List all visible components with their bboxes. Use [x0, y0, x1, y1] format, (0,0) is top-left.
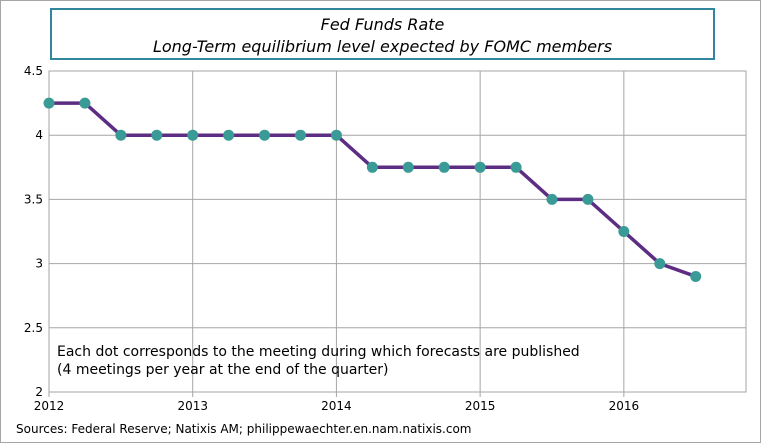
- chart-title: Fed Funds Rate: [320, 15, 445, 34]
- x-tick-label: 2012: [34, 399, 65, 413]
- data-point: [259, 129, 271, 141]
- x-tick-label: 2016: [609, 399, 640, 413]
- data-point: [187, 129, 199, 141]
- y-tick-label: 3.5: [24, 192, 43, 206]
- y-tick-label: 4.5: [24, 64, 43, 78]
- y-tick-label: 2.5: [24, 321, 43, 335]
- data-point: [294, 129, 306, 141]
- data-point: [546, 193, 558, 205]
- y-tick-label: 2: [35, 385, 43, 399]
- data-point: [43, 97, 55, 109]
- data-point: [438, 161, 450, 173]
- data-point: [330, 129, 342, 141]
- source-note: Sources: Federal Reserve; Natixis AM; ph…: [16, 422, 472, 436]
- data-point: [366, 161, 378, 173]
- data-point: [115, 129, 127, 141]
- chart-title-box: Fed Funds Rate Long-Term equilibrium lev…: [50, 8, 715, 60]
- x-tick-label: 2015: [465, 399, 496, 413]
- y-tick-label: 3: [35, 257, 43, 271]
- data-point: [79, 97, 91, 109]
- chart-annotation: Each dot corresponds to the meeting duri…: [57, 343, 580, 379]
- data-point: [151, 129, 163, 141]
- x-tick-label: 2013: [177, 399, 208, 413]
- plot-area-border: [48, 70, 747, 393]
- data-point: [510, 161, 522, 173]
- data-point: [402, 161, 414, 173]
- y-tick-label: 4: [35, 128, 43, 142]
- chart-subtitle: Long-Term equilibrium level expected by …: [152, 37, 613, 56]
- x-tick-label: 2014: [321, 399, 352, 413]
- data-point: [474, 161, 486, 173]
- data-point: [223, 129, 235, 141]
- series-line: [49, 101, 697, 279]
- annotation-line-2: (4 meetings per year at the end of the q…: [57, 362, 389, 378]
- data-point: [618, 226, 630, 237]
- data-point: [654, 258, 666, 270]
- data-point: [690, 270, 702, 282]
- annotation-line-1: Each dot corresponds to the meeting duri…: [57, 344, 580, 360]
- data-point: [582, 193, 594, 205]
